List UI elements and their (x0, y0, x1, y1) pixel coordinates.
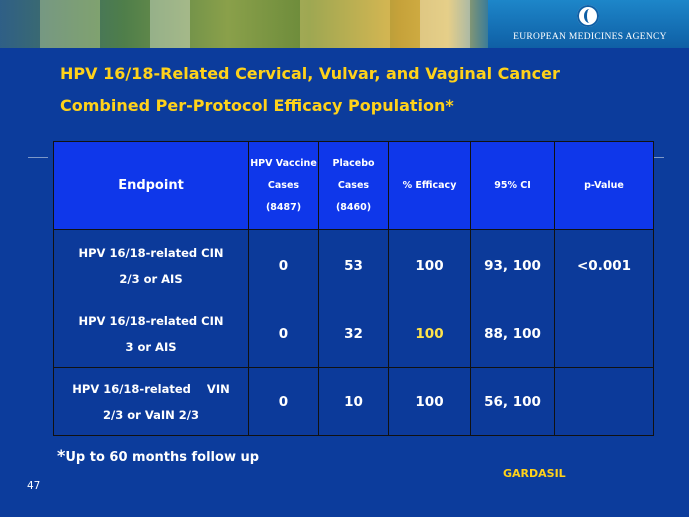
slide-title-line-1: HPV 16/18-Related Cervical, Vulvar, and … (60, 64, 560, 83)
column-header-ci: 95% CI (470, 141, 555, 230)
column-header-line: Cases (267, 179, 300, 191)
banner-decoration (300, 0, 390, 48)
column-header-line: (8460) (335, 201, 372, 213)
endpoint-line: HPV 16/18-related VIN (72, 381, 230, 396)
efficacy-cell: 100 (388, 229, 471, 302)
banner-decoration (420, 0, 470, 48)
column-header-placebo-cases: Placebo Cases (8460) (318, 141, 389, 230)
placebo-cases-cell: 32 (318, 301, 389, 368)
ema-logo-icon (577, 5, 599, 27)
banner-decoration (150, 0, 190, 48)
endpoint-line: HPV 16/18-related CIN (78, 314, 224, 329)
ci-cell: 93, 100 (470, 229, 555, 302)
agency-name: EUROPEAN MEDICINES AGENCY (513, 32, 667, 42)
table-row: HPV 16/18-related CIN 2/3 or AIS 0 53 10… (53, 229, 654, 368)
column-header-pvalue: p-Value (554, 141, 654, 230)
ci-cell: 56, 100 (470, 367, 555, 436)
efficacy-cell: 100 (388, 367, 471, 436)
banner-decoration (40, 0, 100, 48)
table-row: HPV 16/18-related VIN 2/3 or VaIN 2/3 0 … (53, 367, 654, 436)
endpoint-line: 3 or AIS (125, 340, 177, 355)
ci-cell: 88, 100 (470, 301, 555, 368)
header-banner: EUROPEAN MEDICINES AGENCY (0, 0, 689, 48)
endpoint-line: 2/3 or VaIN 2/3 (103, 407, 199, 422)
vaccine-cases-cell: 0 (248, 301, 319, 368)
efficacy-cell-highlighted: 100 (388, 301, 471, 368)
table-header-row: Endpoint HPV Vaccine Cases (8487) Placeb… (53, 141, 654, 230)
slide-title-line-2: Combined Per-Protocol Efficacy Populatio… (60, 96, 454, 115)
column-header-line: (8487) (265, 201, 302, 213)
column-header-line: Placebo (332, 157, 375, 169)
footnote-text: Up to 60 months follow up (65, 450, 260, 465)
endpoint-line: 2/3 or AIS (119, 271, 183, 286)
endpoint-line: HPV 16/18-related CIN (78, 245, 224, 260)
footnote-marker: * (57, 446, 66, 465)
table-row: HPV 16/18-related CIN 3 or AIS 0 32 100 … (53, 301, 654, 368)
divider-right (652, 157, 664, 158)
column-header-endpoint: Endpoint (53, 141, 249, 230)
column-header-line: HPV Vaccine (250, 157, 317, 169)
efficacy-table: Endpoint HPV Vaccine Cases (8487) Placeb… (53, 141, 654, 436)
vaccine-cases-cell: 0 (248, 229, 319, 302)
endpoint-cell: HPV 16/18-related CIN 3 or AIS (53, 301, 249, 368)
endpoint-cell: HPV 16/18-related CIN 2/3 or AIS (53, 229, 249, 302)
column-header-vaccine-cases: HPV Vaccine Cases (8487) (248, 141, 319, 230)
product-name: GARDASIL (503, 467, 566, 480)
column-header-efficacy: % Efficacy (388, 141, 471, 230)
placebo-cases-cell: 53 (318, 229, 389, 302)
pvalue-cell: <0.001 (554, 229, 654, 368)
footnote: *Up to 60 months follow up (57, 446, 259, 465)
column-header-line: Cases (337, 179, 370, 191)
pvalue-cell (554, 367, 654, 436)
divider-left (28, 157, 48, 158)
endpoint-cell: HPV 16/18-related VIN 2/3 or VaIN 2/3 (53, 367, 249, 436)
placebo-cases-cell: 10 (318, 367, 389, 436)
slide-number: 47 (27, 480, 41, 492)
vaccine-cases-cell: 0 (248, 367, 319, 436)
